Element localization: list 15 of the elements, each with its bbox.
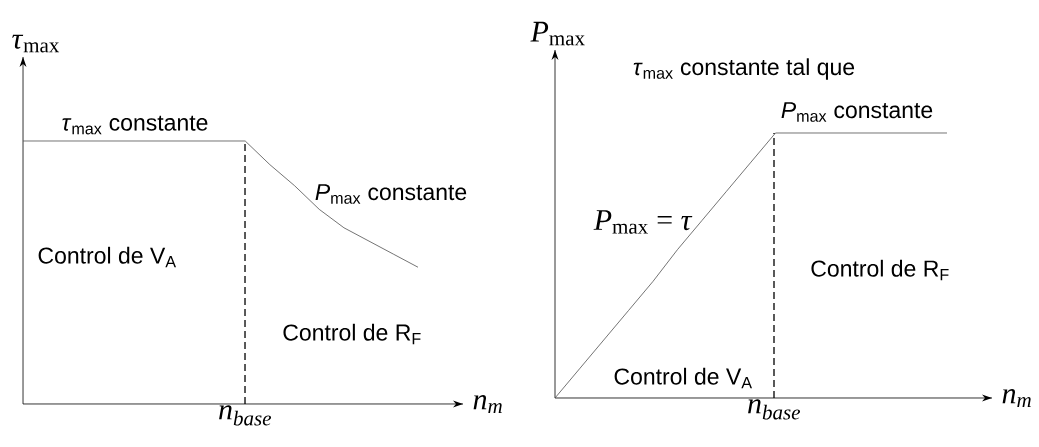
- text: P$_{max}$ constante: [781, 102, 933, 122]
- text: τ$_{max}$ constante: [62, 115, 208, 135]
- annotation: Control de R$_{F}$: [811, 259, 949, 281]
- annotation: Control de V$_{A}$: [614, 367, 753, 389]
- text: n$_{base}$: [748, 399, 801, 420]
- annotation: Control de R$_{F}$: [283, 323, 421, 345]
- x-axis-title: n$_{m}$: [1002, 389, 1031, 407]
- annotation: P$_{max}$ = τ: [593, 210, 693, 234]
- annotation: Control de V$_{A}$: [38, 246, 177, 268]
- text: n$_{base}$: [219, 405, 272, 426]
- annotation: P$_{max}$ constante: [315, 184, 467, 204]
- y-axis-title: P$_{max}$: [530, 21, 585, 46]
- y-axis-title: τ$_{max}$: [12, 34, 60, 53]
- text: τ$_{max}$ constante tal que: [633, 58, 855, 80]
- x-axis-title: n$_{m}$: [473, 395, 502, 413]
